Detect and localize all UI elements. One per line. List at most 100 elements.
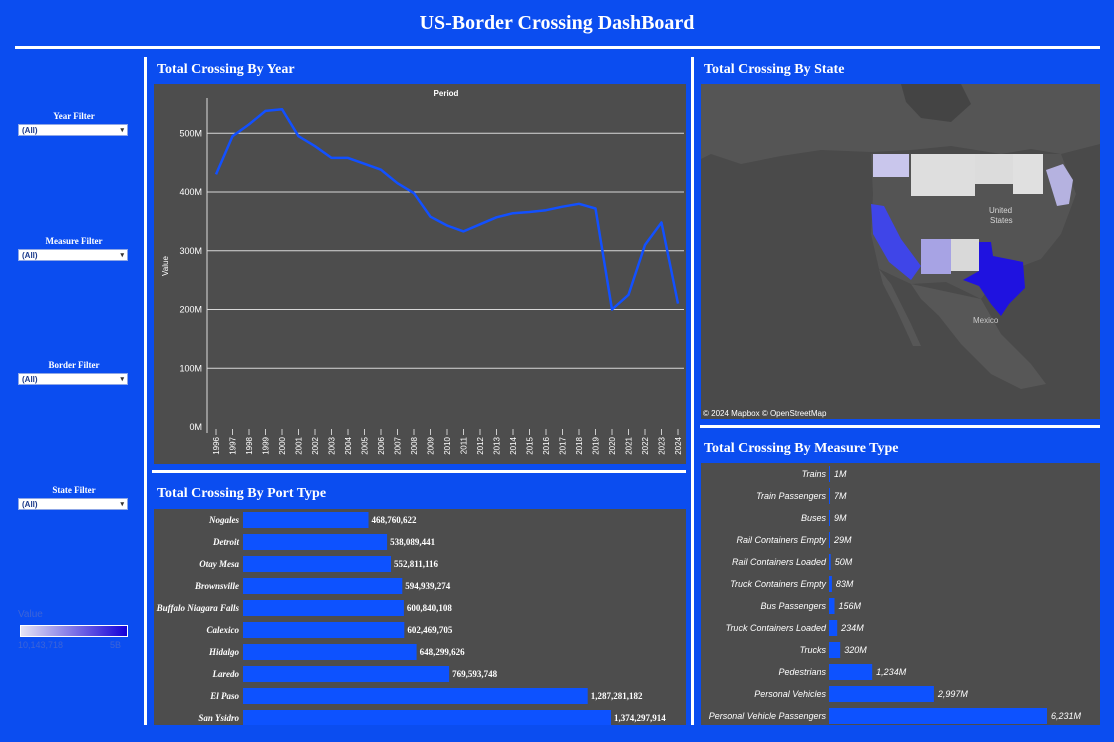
- measure-category-label: Trains: [802, 469, 827, 479]
- x-tick-label: 1999: [262, 436, 271, 454]
- measure-chart-panel: Trains 1M Train Passengers 7M Buses 9M Rail Co…: [701, 463, 1100, 725]
- x-tick-label: 2001: [295, 436, 304, 454]
- by-year-title: Total Crossing By Year: [157, 62, 295, 78]
- measure-category-label: Train Passengers: [756, 491, 826, 501]
- port-bar: [243, 688, 588, 704]
- legend-min-label: 10,143,718: [18, 640, 63, 650]
- measure-bar: [829, 532, 830, 548]
- y-tick-label: 400M: [179, 187, 202, 197]
- x-tick-label: 2015: [526, 436, 535, 454]
- x-tick-label: 2023: [658, 436, 667, 454]
- state-new-mexico: [951, 239, 979, 271]
- year-filter-label: Year Filter: [18, 111, 130, 121]
- x-tick-label: 2017: [559, 436, 568, 454]
- x-tick-label: 2021: [625, 436, 634, 454]
- port-bar-chart: Nogales 468,760,622Detroit 538,089,441Otay…: [154, 509, 686, 725]
- x-tick-label: 2016: [542, 436, 551, 454]
- port-bar: [243, 534, 387, 550]
- measure-category-label: Bus Passengers: [760, 601, 826, 611]
- measure-value-label: 83M: [836, 579, 854, 589]
- measure-bar-chart: Trains 1MTrain Passengers 7MBuses 9MRail Co…: [701, 463, 1100, 725]
- measure-bar: [829, 554, 831, 570]
- x-tick-label: 2012: [476, 436, 485, 454]
- x-tick-label: 2022: [641, 436, 650, 454]
- dashboard-title: US-Border Crossing DashBoard: [0, 12, 1114, 35]
- state-arizona: [921, 239, 951, 274]
- port-value-label: 594,939,274: [405, 581, 451, 591]
- map-label-mexico: Mexico: [973, 316, 999, 325]
- x-tick-label: 2018: [575, 436, 584, 454]
- measure-category-label: Pedestrians: [778, 667, 826, 677]
- port-section-divider: [152, 470, 686, 473]
- series-line: [216, 109, 678, 309]
- measure-value-label: 2,997M: [937, 689, 969, 699]
- state-north-dakota: [975, 154, 1013, 184]
- x-tick-label: 2004: [344, 436, 353, 454]
- border-filter-value: (All): [22, 375, 38, 384]
- measure-bar: [829, 642, 840, 658]
- port-bar: [243, 666, 449, 682]
- border-filter-select[interactable]: (All) ▾: [18, 373, 128, 385]
- x-tick-label: 2014: [509, 436, 518, 454]
- x-tick-label: 2005: [361, 436, 370, 454]
- state-montana: [911, 154, 975, 196]
- state-minnesota: [1013, 154, 1043, 194]
- legend-max-label: 5B: [110, 640, 121, 650]
- measure-category-label: Truck Containers Loaded: [726, 623, 827, 633]
- state-washington: [873, 154, 909, 177]
- port-value-label: 468,760,622: [372, 515, 418, 525]
- measure-bar: [829, 576, 832, 592]
- port-category-label: Brownsville: [194, 581, 239, 591]
- x-tick-label: 2010: [443, 436, 452, 454]
- measure-category-label: Buses: [801, 513, 827, 523]
- x-tick-label: 2024: [674, 436, 683, 454]
- measure-value-label: 50M: [835, 557, 853, 567]
- by-measure-title: Total Crossing By Measure Type: [704, 441, 898, 457]
- measure-value-label: 9M: [834, 513, 847, 523]
- line-chart: PeriodValue0M100M200M300M400M500M1996 199…: [154, 84, 686, 464]
- center-column-divider: [691, 57, 694, 725]
- measure-filter-select[interactable]: (All) ▾: [18, 249, 128, 261]
- map-attribution: © 2024 Mapbox © OpenStreetMap: [703, 409, 827, 418]
- x-tick-label: 2020: [608, 436, 617, 454]
- port-value-label: 769,593,748: [452, 669, 498, 679]
- line-chart-panel: Period Value 0M 100M 200M 300M 400M 500M 1996 199…: [154, 84, 686, 464]
- measure-value-label: 156M: [838, 601, 861, 611]
- port-value-label: 600,840,108: [407, 603, 453, 613]
- left-column-divider: [144, 57, 147, 725]
- measure-bar: [829, 708, 1047, 724]
- map-panel[interactable]: United States Mexico © 2024 Mapbox © Ope…: [701, 84, 1100, 419]
- measure-value-label: 1,234M: [876, 667, 907, 677]
- by-state-title: Total Crossing By State: [704, 62, 844, 78]
- measure-value-label: 6,231M: [1051, 711, 1082, 721]
- port-value-label: 648,299,626: [420, 647, 466, 657]
- year-filter-value: (All): [22, 126, 38, 135]
- measure-bar: [829, 510, 830, 526]
- measure-category-label: Trucks: [800, 645, 827, 655]
- measure-bar: [829, 598, 835, 614]
- x-tick-label: 1996: [212, 436, 221, 454]
- x-tick-label: 2002: [311, 436, 320, 454]
- port-category-label: Calexico: [207, 625, 240, 635]
- x-tick-label: 2013: [493, 436, 502, 454]
- x-tick-label: 1997: [229, 436, 238, 454]
- measure-section-divider: [700, 425, 1100, 428]
- x-tick-label: 2008: [410, 436, 419, 454]
- legend-title: Value: [18, 609, 43, 620]
- map-label-united: United: [989, 206, 1012, 215]
- port-bar: [243, 578, 402, 594]
- measure-category-label: Rail Containers Empty: [736, 535, 826, 545]
- chevron-down-icon: ▾: [120, 125, 124, 136]
- x-tick-label: 2019: [592, 436, 601, 454]
- port-value-label: 552,811,116: [394, 559, 439, 569]
- measure-value-label: 7M: [834, 491, 847, 501]
- by-port-title: Total Crossing By Port Type: [157, 486, 326, 502]
- x-tick-label: 2006: [377, 436, 386, 454]
- state-filter-select[interactable]: (All) ▾: [18, 498, 128, 510]
- port-category-label: Hidalgo: [208, 647, 240, 657]
- port-bar: [243, 512, 369, 528]
- year-filter-select[interactable]: (All) ▾: [18, 124, 128, 136]
- x-tick-label: 2007: [394, 436, 403, 454]
- measure-bar: [829, 488, 830, 504]
- port-category-label: Detroit: [212, 537, 239, 547]
